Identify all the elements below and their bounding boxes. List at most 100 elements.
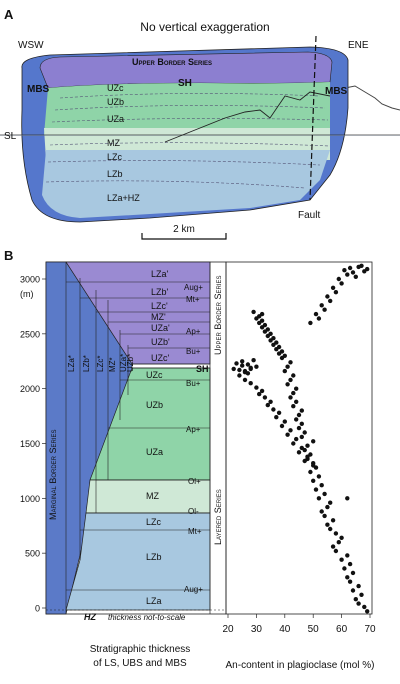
- ubs-boundaries: [66, 281, 210, 369]
- data-point: [259, 388, 265, 394]
- data-point: [259, 318, 265, 323]
- data-point: [330, 518, 336, 523]
- scatter-frame: [225, 261, 373, 615]
- data-point: [353, 597, 358, 602]
- y-unit: (m): [20, 289, 34, 299]
- data-point: [245, 362, 251, 367]
- data-point: [342, 268, 347, 273]
- data-point: [268, 331, 273, 336]
- panel-a-label: A: [4, 7, 14, 22]
- data-point: [333, 548, 339, 554]
- marker-ap-lower: Ap+: [186, 425, 201, 434]
- data-point: [319, 483, 324, 488]
- data-point: [268, 399, 273, 404]
- data-point: [347, 579, 353, 584]
- data-point: [296, 425, 302, 431]
- mbs-unit-label: LZa*: [67, 355, 76, 372]
- caption-line-1: Stratigraphic thickness: [90, 644, 191, 655]
- x-axis: 20 30 40 50 60 70: [222, 614, 376, 635]
- zone-mz: MZ: [107, 138, 120, 148]
- data-point: [248, 381, 253, 386]
- data-point: [336, 540, 341, 545]
- ubs-unit-uzb: UZb': [151, 337, 170, 347]
- data-point: [240, 359, 245, 364]
- mbs-wedge-lines: [65, 262, 129, 614]
- data-point: [282, 368, 287, 374]
- data-point: [350, 570, 356, 576]
- x-tick-label: 60: [336, 624, 348, 635]
- data-point: [262, 322, 268, 328]
- data-point: [274, 415, 279, 420]
- y-tick-label: 2500: [20, 329, 40, 339]
- marker-aug-upper: Aug+: [184, 283, 203, 292]
- data-point: [353, 274, 358, 279]
- data-point: [285, 364, 290, 369]
- marker-bu-lower: Bu+: [186, 379, 201, 388]
- data-point: [339, 535, 344, 540]
- scale-label: 2 km: [173, 224, 195, 235]
- scatter-points: [231, 263, 370, 614]
- data-point: [319, 303, 324, 308]
- data-point: [279, 423, 285, 429]
- layer-boundaries: [45, 93, 331, 189]
- data-point: [234, 361, 239, 366]
- data-point: [282, 353, 287, 358]
- data-point: [248, 365, 253, 370]
- ls-unit-lzc: LZc: [146, 517, 162, 527]
- data-point: [251, 309, 256, 315]
- ls-unit-uzb: UZb: [146, 400, 163, 410]
- panel-a: A No vertical exaggeration WSW ENE: [0, 7, 400, 240]
- panel-b-label: B: [4, 248, 13, 263]
- data-point: [359, 592, 364, 597]
- ubs-unit-lzc: LZc': [151, 301, 168, 311]
- data-point: [276, 344, 282, 350]
- ubs-label: Upper Border Series: [132, 57, 212, 67]
- data-point: [316, 474, 322, 479]
- zone-lzc: LZc: [107, 152, 123, 162]
- ubs-title: Upper Border Series: [213, 275, 223, 355]
- marker-ol-plus: Ol+: [188, 477, 201, 486]
- panel-b: B (m) 3000 2500 2000 1500 1000 500 0: [4, 248, 376, 671]
- x-axis-label: An-content in plagioclase (mol %): [226, 660, 375, 671]
- fault-label: Fault: [298, 210, 320, 221]
- data-point: [322, 513, 327, 519]
- y-tick-label: 1000: [20, 494, 40, 504]
- data-point: [319, 509, 324, 514]
- data-point: [265, 402, 270, 408]
- data-point: [345, 272, 350, 277]
- data-point: [322, 307, 327, 312]
- mbs-unit-labels: LZa* LZb* LZc* MZ* UZa*UZb*: [67, 354, 135, 372]
- data-point: [257, 391, 262, 397]
- mbs-right-label: MBS: [325, 86, 348, 97]
- data-point: [313, 311, 319, 317]
- data-point: [299, 421, 304, 426]
- data-point: [254, 364, 259, 369]
- ls-boundaries: [46, 379, 226, 611]
- data-point: [294, 417, 299, 422]
- data-point: [311, 439, 316, 444]
- data-point: [328, 500, 333, 505]
- sh-label-a: SH: [178, 78, 192, 89]
- data-point: [336, 276, 341, 282]
- x-tick-label: 20: [222, 624, 234, 635]
- data-point: [328, 298, 333, 304]
- zone-uzb: UZb: [107, 97, 124, 107]
- data-point: [265, 327, 270, 332]
- zone-uza: UZa: [107, 114, 124, 124]
- ubs-unit-uza: UZa': [151, 323, 170, 333]
- fault-line: [309, 35, 317, 201]
- data-point: [279, 349, 285, 354]
- sea-shade: [0, 135, 400, 136]
- ubs-unit-lzb: LZb': [151, 287, 169, 297]
- data-point: [271, 336, 276, 341]
- data-point: [345, 575, 350, 580]
- data-point: [345, 496, 350, 501]
- data-point: [299, 445, 304, 451]
- data-point: [305, 443, 310, 448]
- data-point: [325, 294, 330, 299]
- data-point: [237, 373, 242, 378]
- zone-uzc: UZc: [107, 83, 124, 93]
- ls-unit-mz: MZ: [146, 491, 159, 501]
- marker-bu-upper: Bu+: [186, 347, 201, 356]
- zone-lzb: LZb: [107, 169, 123, 179]
